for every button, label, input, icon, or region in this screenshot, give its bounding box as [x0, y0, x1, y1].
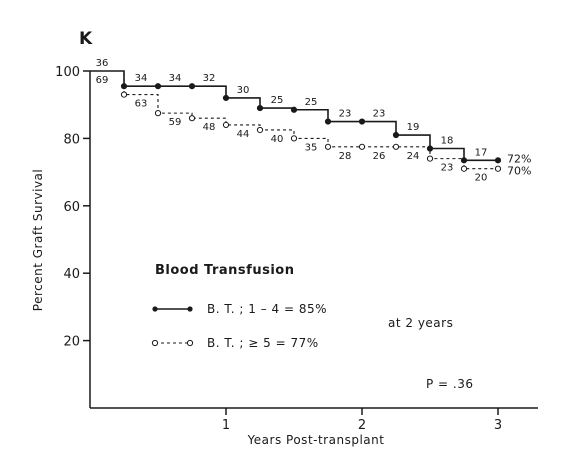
x-axis-label: Years Post-transplant — [247, 433, 385, 447]
data-point — [188, 115, 196, 122]
x-tick-label: 2 — [358, 418, 366, 433]
data-point — [256, 104, 264, 112]
data-point — [222, 94, 230, 102]
at-risk-label: 34 — [135, 73, 148, 84]
at-risk-label: 18 — [441, 136, 454, 147]
at-risk-label: 30 — [237, 85, 250, 96]
legend-entry-solid: B. T. ; 1 – 4 = 85% — [207, 302, 327, 316]
data-point — [324, 143, 332, 150]
x-axis-ticks: 1 2 3 — [222, 408, 502, 433]
data-point — [290, 106, 298, 113]
at-risk-label: 36 — [96, 58, 109, 69]
series-line-dashed — [90, 70, 498, 170]
legend: Blood Transfusion B. T. ; 1 – 4 = 85% B.… — [151, 263, 453, 350]
y-tick-label: 80 — [63, 132, 80, 147]
y-tick-label: 100 — [55, 65, 80, 80]
at-risk-label: 20 — [475, 173, 488, 184]
data-point — [358, 118, 366, 125]
legend-solid-marker-start — [152, 306, 158, 312]
at-risk-label: 26 — [373, 151, 386, 162]
p-value-annotation: P = .36 — [426, 377, 474, 391]
annotation-at-two-years: at 2 years — [388, 316, 453, 330]
data-point — [460, 165, 468, 172]
legend-solid-marker-end — [187, 306, 193, 312]
at-risk-label: 25 — [271, 95, 284, 106]
at-risk-label: 24 — [407, 151, 420, 162]
data-point — [494, 165, 502, 172]
series-line-solid — [90, 70, 498, 162]
data-point — [392, 131, 400, 139]
legend-dashed-marker-start — [151, 339, 159, 347]
at-risk-label: 69 — [96, 75, 109, 86]
at-risk-label: 28 — [339, 151, 352, 162]
series-layer — [90, 70, 502, 172]
at-risk-label: 44 — [237, 129, 250, 140]
end-label: 72% — [507, 152, 531, 165]
at-risk-label: 48 — [203, 122, 216, 133]
y-tick-label: 60 — [63, 200, 80, 215]
at-risk-label: 34 — [169, 73, 182, 84]
at-risk-label: 19 — [407, 122, 420, 133]
data-point — [256, 126, 264, 134]
x-tick-label: 3 — [494, 418, 502, 433]
data-point — [120, 91, 128, 98]
data-point — [392, 143, 400, 150]
at-risk-label: 25 — [305, 97, 318, 108]
end-label: 70% — [507, 165, 531, 178]
at-risk-label: 23 — [441, 163, 454, 174]
data-point — [222, 121, 230, 129]
at-risk-label: 23 — [339, 109, 352, 120]
data-point — [324, 118, 332, 125]
at-risk-label: 63 — [135, 99, 148, 110]
at-risk-label: 17 — [475, 147, 488, 158]
at-risk-label: 40 — [271, 134, 284, 145]
y-tick-label: 20 — [63, 335, 80, 350]
x-tick-label: 1 — [222, 418, 230, 433]
legend-title: Blood Transfusion — [155, 263, 294, 278]
at-risk-label: 59 — [169, 117, 182, 128]
legend-dashed-marker-end — [186, 339, 194, 347]
y-axis-ticks: 20 40 60 80 100 — [55, 65, 90, 350]
at-risk-label: 23 — [373, 109, 386, 120]
y-tick-label: 40 — [63, 267, 80, 282]
data-point — [494, 157, 502, 164]
at-risk-label: 32 — [203, 73, 216, 84]
legend-entry-dashed: B. T. ; ≥ 5 = 77% — [207, 336, 319, 350]
data-point — [290, 135, 298, 142]
data-point — [426, 155, 434, 162]
data-point — [154, 110, 162, 117]
data-point — [154, 83, 162, 90]
at-risk-label: 35 — [305, 142, 318, 153]
at-risk-labels: 36 34 34 32 30 25 25 23 23 19 18 17 72% 69 63 59 48 44 40 3… — [96, 58, 532, 184]
y-axis-label: Percent Graft Survival — [31, 169, 45, 311]
data-point — [188, 83, 196, 90]
panel-label: K — [79, 29, 93, 49]
data-point — [358, 143, 366, 150]
